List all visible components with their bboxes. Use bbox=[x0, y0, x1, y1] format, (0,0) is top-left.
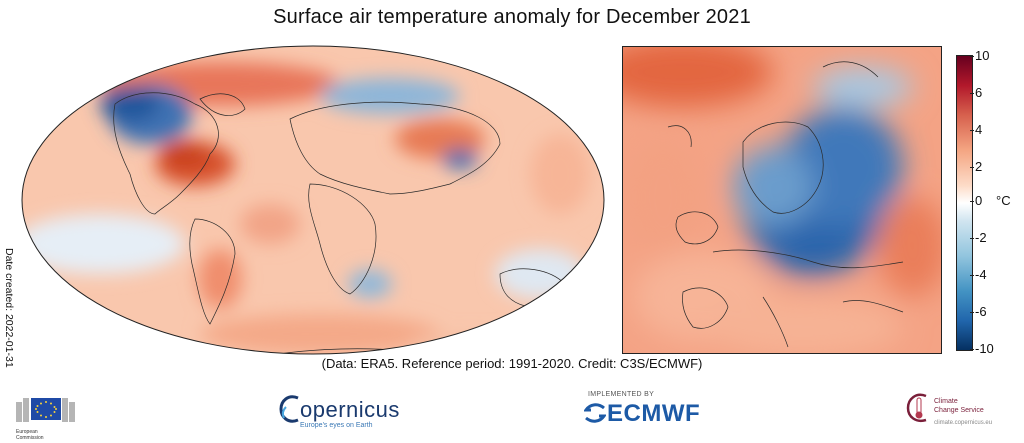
map-title: Surface air temperature anomaly for Dece… bbox=[273, 6, 751, 28]
colorbar-tick: -10 bbox=[970, 341, 994, 356]
colorbar-unit: °C bbox=[996, 193, 1011, 208]
ecmwf-tagline: IMPLEMENTED BY bbox=[588, 391, 655, 398]
ec-logo-text: European Commission bbox=[16, 429, 44, 441]
thermometer-icon bbox=[906, 393, 927, 422]
europe-anomaly-map bbox=[622, 46, 942, 354]
world-anomaly-map bbox=[21, 45, 605, 355]
colorbar-tick: 6 bbox=[969, 85, 983, 100]
colorbar-tick: 4 bbox=[969, 122, 983, 137]
data-credit: (Data: ERA5. Reference period: 1991-2020… bbox=[321, 356, 703, 371]
copernicus-logo-text: opernicus bbox=[300, 397, 400, 422]
c3s-logo-text: Climate Change Service bbox=[934, 398, 984, 414]
colorbar-tick: 2 bbox=[969, 159, 983, 174]
date-created-label: Date created: 2022-01-31 bbox=[3, 248, 15, 368]
colorbar-tick: 0 bbox=[969, 193, 983, 208]
colorbar-tick: -6 bbox=[970, 304, 987, 319]
ecmwf-arrows-icon bbox=[584, 403, 606, 423]
colorbar-tick: -2 bbox=[970, 230, 987, 245]
copernicus-c-icon bbox=[279, 395, 299, 423]
eu-flag-icon bbox=[16, 398, 75, 422]
copernicus-tagline: Europe's eyes on Earth bbox=[300, 422, 373, 429]
colorbar bbox=[956, 55, 973, 351]
ecmwf-logo-text: ECMWF bbox=[607, 400, 701, 427]
c3s-tagline: climate.copernicus.eu bbox=[934, 420, 993, 426]
colorbar-tick: -4 bbox=[970, 267, 987, 282]
colorbar-tick: 10 bbox=[969, 48, 990, 63]
